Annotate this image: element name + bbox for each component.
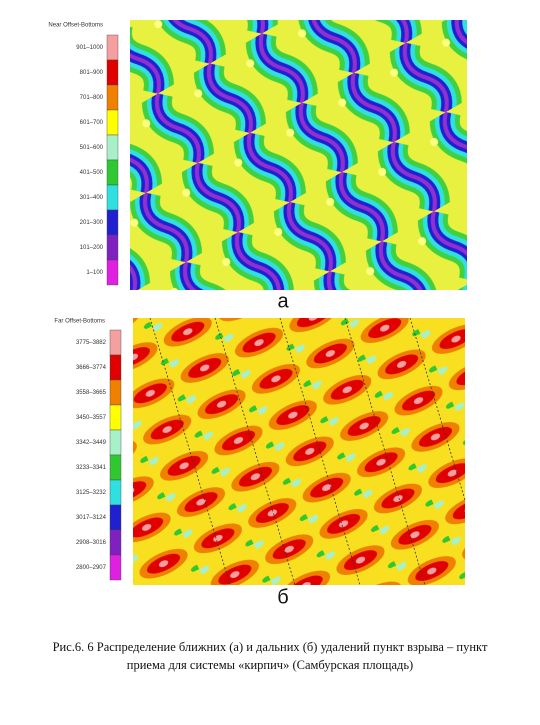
legend-swatch [109,504,122,531]
legend-label: 3558–3665 [76,390,107,396]
panel-label: б [277,586,288,608]
legend-swatch [106,34,119,61]
legend-label: 1–100 [86,270,103,276]
legend-label: 3125–3232 [76,490,107,496]
legend-swatch [106,59,119,86]
legend-swatch [106,209,119,236]
panel-label: а [277,290,289,312]
legend-swatch [109,354,122,381]
legend-label: 3342–3449 [76,440,107,446]
legend-swatch [109,554,122,581]
legend-label: 3450–3557 [76,415,107,421]
legend-label: 3017–3124 [76,515,107,521]
legend-swatch [106,184,119,211]
caption: Рис.6. 6 Распределение ближних (а) и дал… [53,640,488,654]
legend-label: 3233–3341 [76,465,107,471]
legend-label: 3666–3774 [76,365,107,371]
legend-label: 601–700 [80,120,104,126]
legend-swatch [109,379,122,406]
legend-swatch [109,479,122,506]
legend-swatch [106,159,119,186]
legend-swatch [106,84,119,111]
legend-label: 401–500 [80,170,104,176]
legend-label: 901–1000 [76,45,103,51]
legend-label: 701–800 [80,95,104,101]
legend-swatch [109,404,122,431]
profile-lines [149,317,466,586]
legend-label: 301–400 [80,195,104,201]
legend-label: 801–900 [80,70,104,76]
legend-swatch [106,259,119,286]
legend-label: 2800–2907 [76,565,107,571]
heatmap-a [130,20,467,290]
heatmap-b [133,318,465,585]
legend-title: Far Offset-Bottoms [54,319,105,325]
legend-swatch [106,134,119,161]
legend-swatch [109,429,122,456]
legend-label: 101–200 [80,245,104,251]
legend-swatch [106,109,119,136]
legend-swatch [109,329,122,356]
legend-swatch [109,529,122,556]
legend-swatch [109,454,122,481]
legend-label: 3775–3882 [76,340,107,346]
caption: приема для системы «кирпич» (Самбурская … [127,658,413,672]
legend-title: Near Offset-Bottoms [48,23,103,29]
legend-label: 501–600 [80,145,104,151]
legend-label: 2908–3016 [76,540,107,546]
legend-label: 201–300 [80,220,104,226]
legend-swatch [106,234,119,261]
